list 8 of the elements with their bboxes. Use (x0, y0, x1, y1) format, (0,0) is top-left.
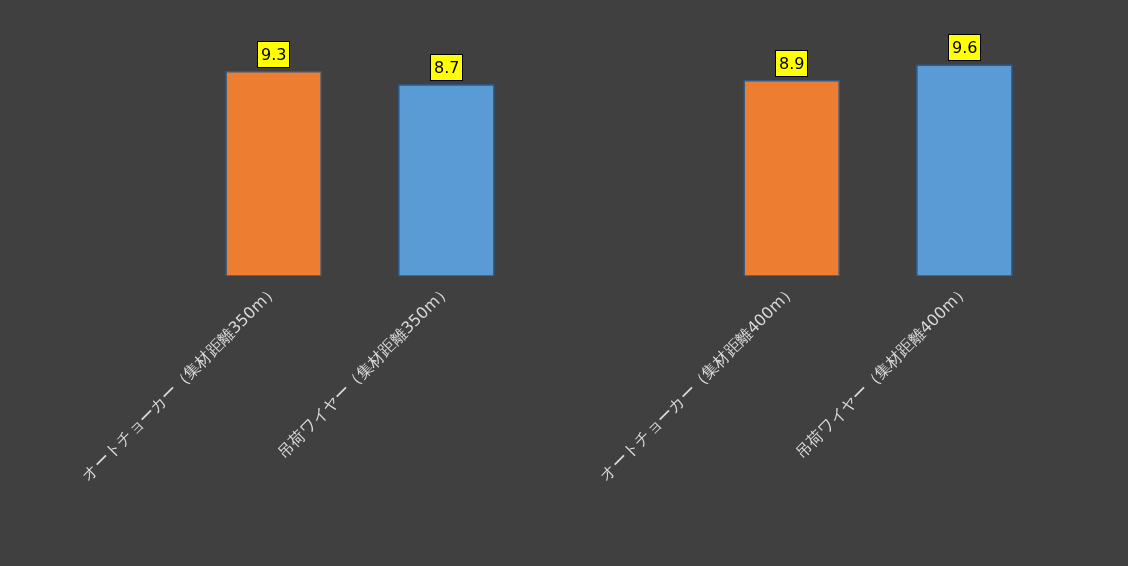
data-label: 8.9 (779, 54, 805, 73)
bar (398, 84, 495, 276)
data-label: 8.7 (434, 58, 460, 77)
bar (916, 64, 1013, 276)
bar (225, 71, 322, 276)
data-label: 9.3 (261, 45, 287, 64)
data-label: 9.6 (952, 38, 978, 57)
bar (743, 79, 840, 276)
